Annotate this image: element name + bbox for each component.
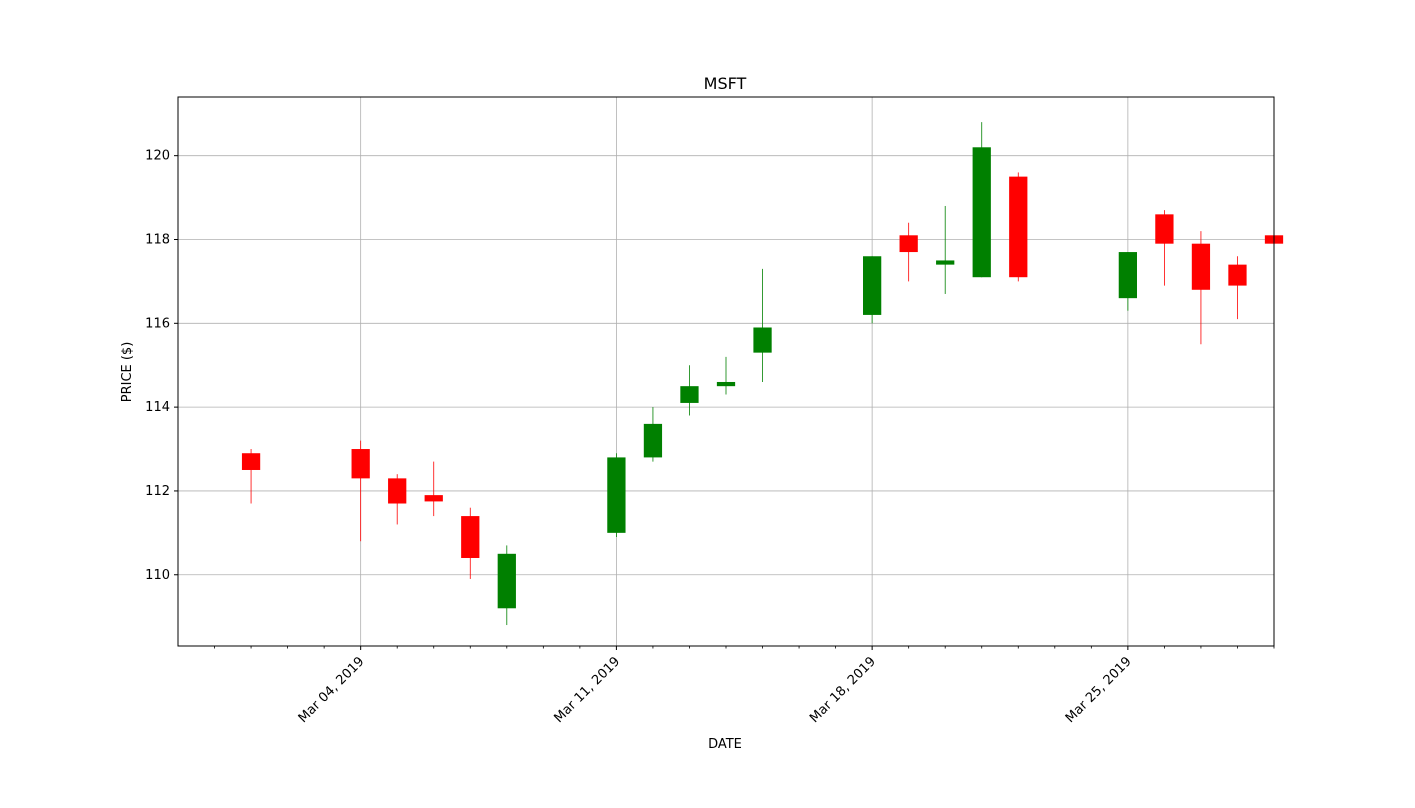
chart-title: MSFT — [704, 74, 747, 93]
candle — [607, 453, 626, 538]
candle-body — [753, 327, 772, 353]
y-axis: 110 112 114 116 118 120 — [145, 149, 178, 583]
y-tick-label: 110 — [145, 568, 170, 583]
candle-body — [461, 516, 480, 558]
candle-body — [388, 478, 407, 504]
y-tick-label: 114 — [145, 400, 170, 415]
candle — [936, 205, 955, 294]
candle — [424, 461, 443, 517]
candle — [899, 222, 918, 282]
candle — [351, 440, 370, 542]
candle — [1228, 256, 1247, 320]
candle — [497, 545, 516, 626]
candle — [680, 365, 699, 416]
x-tick-label: Mar 25, 2019 — [1063, 654, 1135, 726]
candles — [241, 122, 1284, 626]
candle-body — [643, 423, 663, 458]
candle-body — [424, 495, 443, 502]
candle-body — [1009, 176, 1028, 278]
x-axis-label: DATE — [708, 737, 742, 752]
candle-body — [899, 235, 918, 253]
candle — [643, 407, 663, 462]
y-axis-label: PRICE ($) — [120, 342, 135, 403]
y-tick-label: 112 — [145, 484, 170, 499]
x-axis: Mar 04, 2019 Mar 11, 2019 Mar 18, 2019 Mar … — [214, 646, 1275, 726]
x-tick-label: Mar 04, 2019 — [296, 654, 368, 726]
candle — [972, 122, 991, 278]
candle-body — [351, 449, 370, 479]
candle — [1118, 252, 1137, 311]
candle-body — [972, 147, 991, 278]
y-tick-label: 118 — [145, 232, 170, 247]
y-tick-label: 116 — [145, 316, 170, 331]
candle — [1191, 231, 1211, 345]
candle — [388, 474, 407, 525]
x-tick-label: Mar 11, 2019 — [551, 654, 623, 726]
y-tick-label: 120 — [145, 149, 170, 164]
candle — [863, 256, 882, 324]
candle-body — [241, 453, 261, 470]
candle-body — [716, 381, 736, 387]
candle-body — [607, 457, 626, 533]
candle-body — [1118, 252, 1137, 299]
candle — [461, 507, 480, 579]
candle-body — [1228, 264, 1247, 286]
candle-body — [1191, 243, 1211, 290]
candle-body — [863, 256, 882, 315]
x-tick-label: Mar 18, 2019 — [807, 654, 879, 726]
candle-body — [680, 386, 699, 403]
candle — [241, 449, 261, 504]
candle — [716, 356, 736, 395]
candle — [753, 268, 772, 382]
candle-body — [936, 260, 955, 265]
candle-body — [497, 553, 516, 609]
candle-body — [1155, 214, 1174, 244]
candle — [1155, 210, 1174, 286]
candle — [1009, 172, 1028, 282]
